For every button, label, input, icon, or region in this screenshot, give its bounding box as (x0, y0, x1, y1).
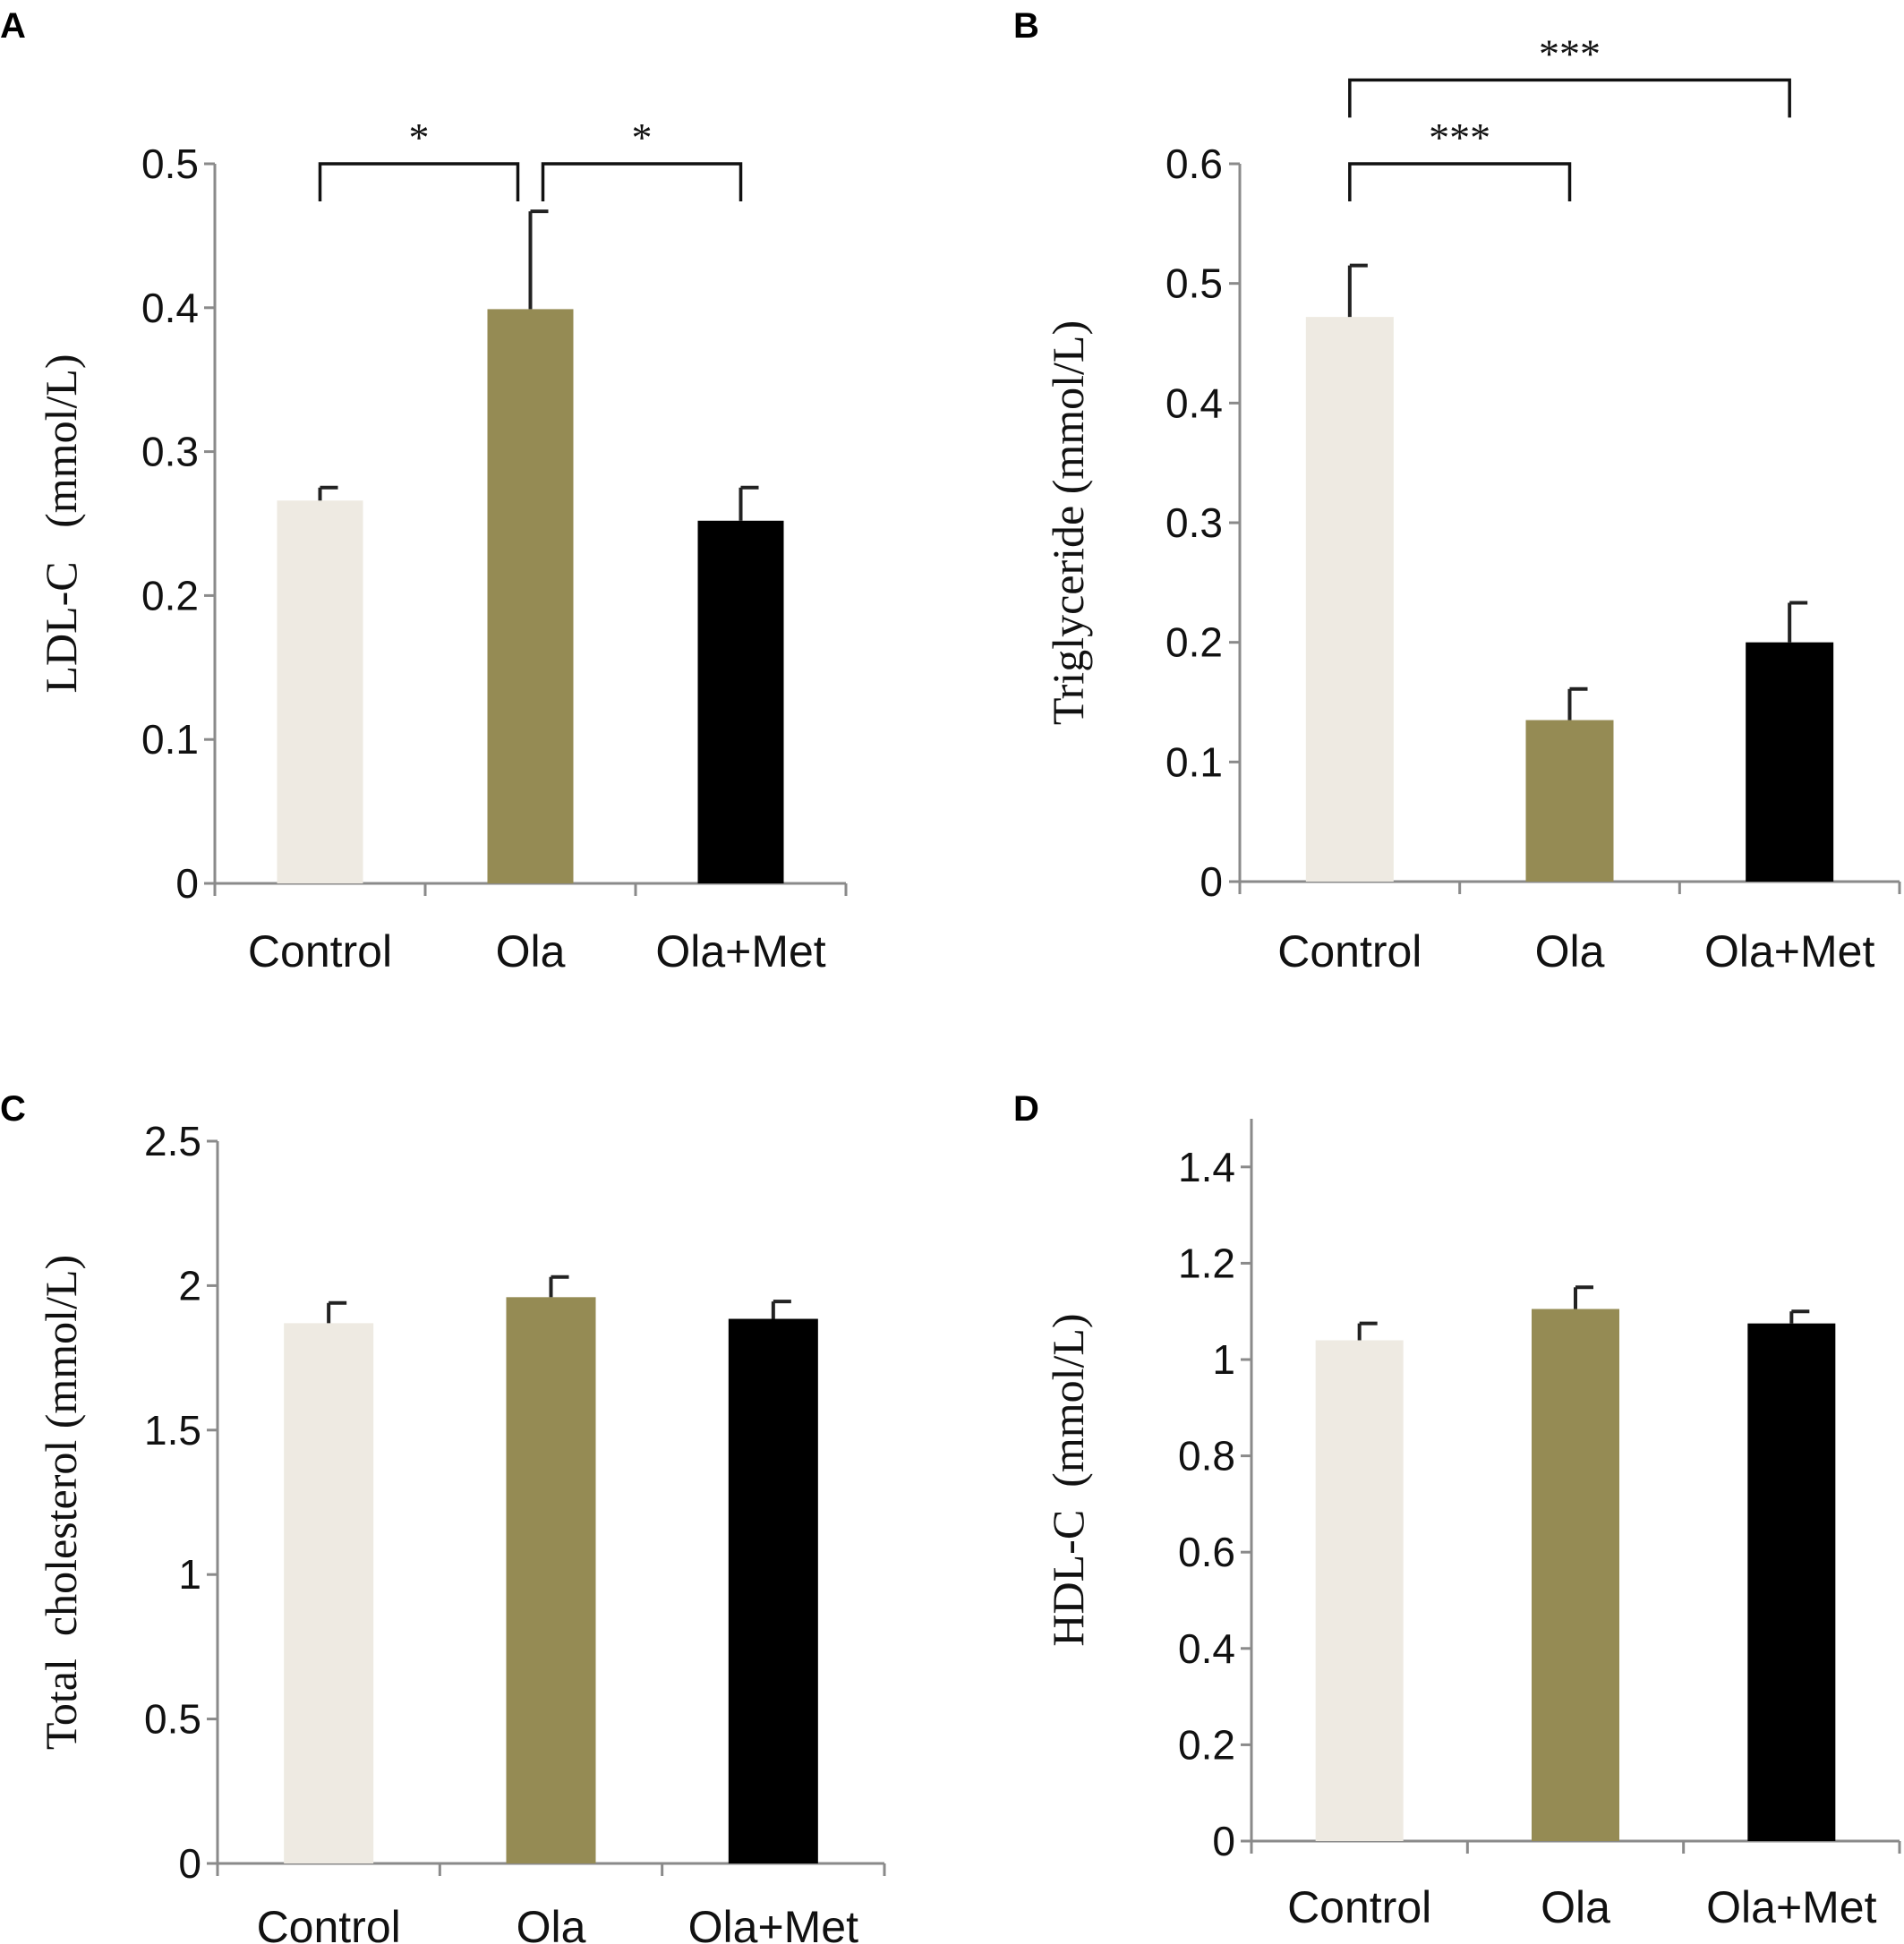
y-tick-label: 0.1 (1165, 738, 1223, 785)
significance-label: * (632, 115, 653, 160)
bar-ola-met (728, 1318, 818, 1863)
significance-bracket (318, 162, 520, 201)
chart-panel-a: A 0 0.1 0.2 0.3 0.4 0.5 Control Ola Ola+Met LDL-C … (0, 6, 848, 976)
significance-bracket (1348, 162, 1572, 201)
category-label: Control (1287, 1882, 1431, 1932)
y-axis-title: HDL-C (mmol/L) (1043, 1313, 1093, 1646)
y-tick-label: 0.2 (141, 572, 199, 618)
y-tick-label: 0 (1200, 858, 1223, 905)
y-tick-label: 0.3 (141, 429, 199, 475)
y-tick-label: 1.4 (1178, 1144, 1235, 1190)
y-tick-label: 1 (1212, 1336, 1235, 1383)
panel-letter: B (1013, 6, 1039, 46)
category-label: Ola (496, 926, 566, 976)
y-tick-label: 1.5 (144, 1407, 201, 1454)
y-tick-label: 0.8 (1178, 1433, 1235, 1479)
category-label: Ola+Met (688, 1902, 858, 1944)
y-tick-label: 1.2 (1178, 1240, 1235, 1286)
y-tick-label: 0.2 (1178, 1721, 1235, 1768)
category-label: Control (257, 1902, 401, 1944)
bar-control (1305, 317, 1394, 882)
bar-ola (1532, 1309, 1619, 1841)
y-tick-label: 1 (178, 1551, 201, 1598)
panel-letter: C (0, 1089, 26, 1129)
y-tick-label: 2 (178, 1262, 201, 1309)
y-tick-label: 0.5 (1165, 260, 1223, 307)
y-tick-label: 0.4 (141, 285, 199, 331)
y-tick-label: 0.1 (141, 716, 199, 763)
category-label: Ola+Met (655, 926, 825, 976)
y-tick-label: 0.5 (144, 1696, 201, 1743)
y-tick-label: 2.5 (144, 1118, 201, 1164)
significance-bracket (1348, 78, 1791, 118)
bar-ola (487, 309, 574, 884)
significance-label: * (409, 115, 430, 160)
category-label: Ola (1535, 926, 1605, 976)
y-axis-title: Total cholesterol (mmol/L) (36, 1255, 86, 1750)
category-label: Ola+Met (1706, 1882, 1876, 1932)
category-label: Ola (517, 1902, 586, 1944)
y-tick-label: 0.3 (1165, 499, 1223, 546)
bar-ola-met (1746, 642, 1834, 882)
category-label: Control (1277, 926, 1422, 976)
panel-letter: D (1013, 1089, 1039, 1129)
y-tick-label: 0 (1212, 1818, 1235, 1864)
bar-ola-met (1747, 1323, 1836, 1841)
y-tick-label: 0.6 (1165, 141, 1223, 187)
significance-bracket (541, 162, 743, 201)
y-axis-title: Triglyceride (mmol/L) (1043, 320, 1093, 725)
bar-control (284, 1323, 374, 1863)
y-tick-label: 0.4 (1165, 379, 1223, 426)
y-tick-label: 0 (178, 1840, 201, 1887)
chart-panel-c: C 0 0.5 1 1.5 2 2.5 Control Ola Ola+Met Total chol… (0, 1089, 886, 1944)
chart-panel-b: B 0 0.1 0.2 0.3 0.4 0.5 0.6 Control Ola Ola+Met Tri… (1013, 6, 1901, 976)
bar-control (1315, 1340, 1404, 1841)
category-label: Control (248, 926, 392, 976)
y-tick-label: 0.4 (1178, 1625, 1235, 1672)
category-label: Ola+Met (1704, 926, 1874, 976)
bar-ola (506, 1297, 596, 1863)
y-tick-label: 0.2 (1165, 619, 1223, 666)
y-tick-label: 0.5 (141, 141, 199, 187)
chart-panel-d: D 0 0.2 0.4 0.6 0.8 1 1.2 1.4 Control Ola Ola+Met HD… (1013, 1089, 1901, 1932)
category-label: Ola (1541, 1882, 1610, 1932)
significance-label: *** (1539, 30, 1601, 76)
significance-label: *** (1429, 115, 1490, 160)
panel-letter: A (0, 6, 26, 46)
y-tick-label: 0 (175, 860, 199, 907)
bar-control (277, 500, 363, 883)
y-axis-title: LDL-C (mmol/L) (36, 354, 86, 693)
bar-ola-met (697, 520, 784, 883)
bar-ola (1525, 720, 1614, 882)
y-tick-label: 0.6 (1178, 1529, 1235, 1575)
